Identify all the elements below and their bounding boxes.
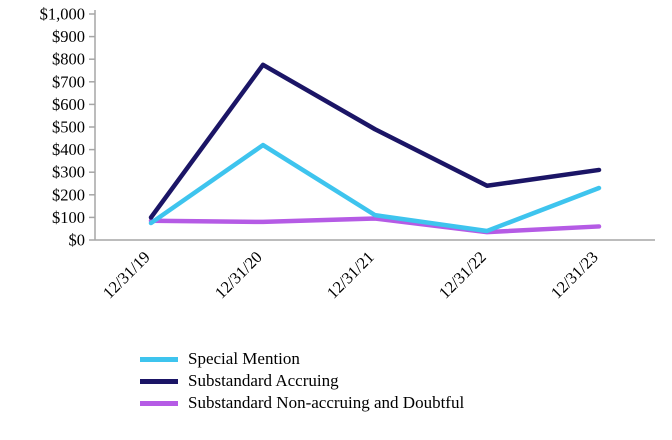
legend-swatch-substandard-accruing — [140, 378, 178, 384]
chart-canvas: $0 $100 $200 $300 $400 $500 $600 $700 $800 $900 $1… — [40, 5, 655, 302]
svg-text:$500: $500 — [52, 118, 85, 137]
legend-item-special-mention: Special Mention — [140, 348, 672, 370]
svg-text:$200: $200 — [52, 185, 85, 204]
svg-text:$600: $600 — [52, 95, 85, 114]
legend-item-substandard-accruing: Substandard Accruing — [140, 370, 672, 392]
line-chart: $0 $100 $200 $300 $400 $500 $600 $700 $800 $900 $1… — [40, 5, 655, 302]
legend-label-substandard-accruing: Substandard Accruing — [188, 371, 339, 390]
svg-text:12/31/20: 12/31/20 — [211, 247, 266, 302]
svg-text:12/31/21: 12/31/21 — [323, 247, 378, 302]
svg-text:$800: $800 — [52, 50, 85, 69]
svg-text:$0: $0 — [69, 231, 86, 250]
legend-swatch-special-mention — [140, 356, 178, 362]
svg-text:$400: $400 — [52, 140, 85, 159]
svg-text:12/31/19: 12/31/19 — [99, 247, 154, 302]
svg-text:$1,000: $1,000 — [40, 5, 85, 24]
svg-text:$300: $300 — [52, 163, 85, 182]
legend-swatch-substandard-nonaccruing — [140, 400, 178, 406]
chart-legend: Special Mention Substandard Accruing Sub… — [140, 348, 672, 414]
svg-text:$700: $700 — [52, 72, 85, 91]
svg-text:12/31/22: 12/31/22 — [435, 247, 490, 302]
legend-label-special-mention: Special Mention — [188, 349, 300, 368]
svg-text:12/31/23: 12/31/23 — [547, 247, 602, 302]
svg-text:$100: $100 — [52, 208, 85, 227]
legend-item-substandard-nonaccruing: Substandard Non-accruing and Doubtful — [140, 392, 672, 414]
legend-label-substandard-nonaccruing: Substandard Non-accruing and Doubtful — [188, 393, 465, 412]
svg-text:$900: $900 — [52, 27, 85, 46]
